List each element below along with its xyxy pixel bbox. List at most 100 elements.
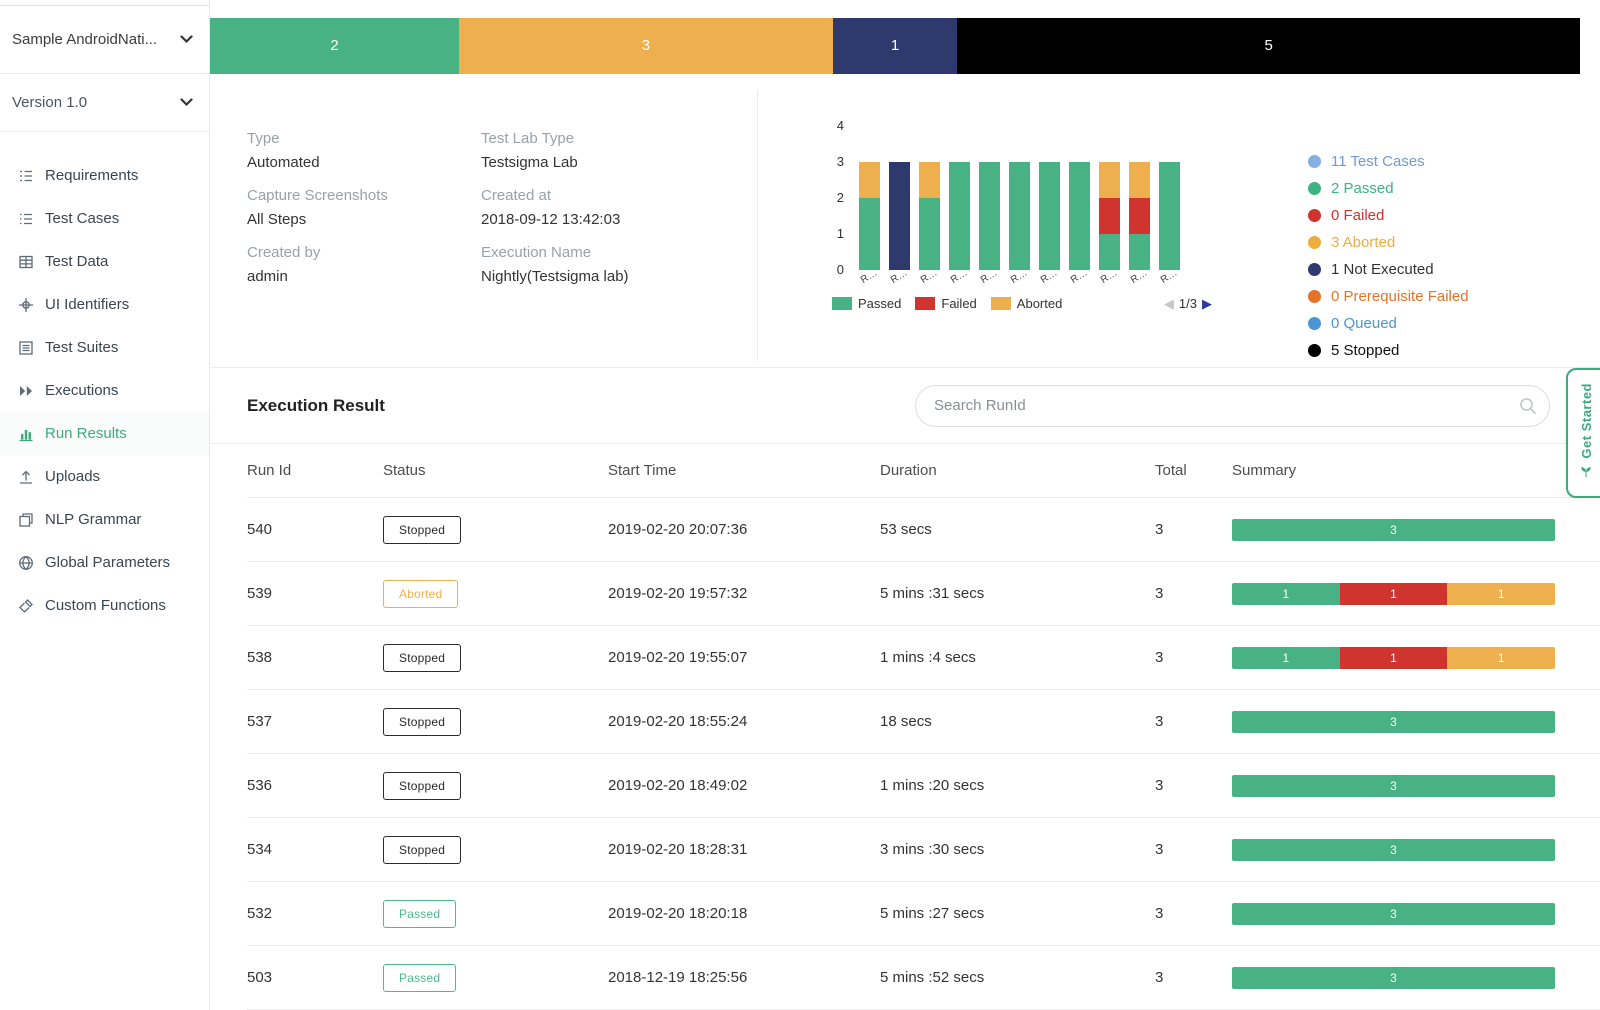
- legend-item-0-failed[interactable]: 0 Failed: [1308, 202, 1469, 229]
- sidebar-item-ui-identifiers[interactable]: UI Identifiers: [0, 283, 209, 326]
- table-row[interactable]: 536 Stopped 2019-02-20 18:49:02 1 mins :20 …: [247, 754, 1600, 818]
- global-parameters-icon: [17, 554, 34, 571]
- status-cell: Stopped: [383, 515, 608, 544]
- pager-next-button[interactable]: ▶: [1202, 295, 1212, 311]
- detail-label: Created at: [481, 186, 552, 204]
- search-box: [915, 384, 1550, 427]
- legend-dot: [1308, 316, 1321, 330]
- search-input[interactable]: [915, 384, 1550, 427]
- project-selector[interactable]: Sample AndroidNati...: [0, 6, 209, 74]
- summary-segment-passed[interactable]: 2: [210, 18, 460, 74]
- legend-item-3-aborted[interactable]: 3 Aborted: [1308, 229, 1469, 256]
- duration-cell: 5 mins :31 secs: [880, 585, 985, 602]
- summary-segment-label: 1: [1282, 650, 1290, 665]
- summary-result-bar: 3: [1232, 518, 1555, 541]
- start-time-cell: 2019-02-20 18:49:02: [608, 777, 748, 794]
- chart-legend-label: Aborted: [1016, 296, 1063, 312]
- total-cell: 3: [1155, 841, 1164, 858]
- table-header-row: Run Id Status Start Time Duration Total Summa…: [247, 444, 1600, 498]
- chart-bar[interactable]: [948, 161, 970, 270]
- y-tick: 1: [836, 225, 844, 241]
- summary-segment-label: 3: [1390, 714, 1397, 729]
- chart-bar[interactable]: [1158, 161, 1180, 270]
- table-row[interactable]: 534 Stopped 2019-02-20 18:28:31 3 mins :30 …: [247, 818, 1600, 882]
- sidebar-item-label: Test Data: [45, 253, 109, 270]
- table-row[interactable]: 503 Passed 2018-12-19 18:25:56 5 mins :52 s…: [247, 946, 1600, 1010]
- bar-segment-passed: [1128, 233, 1150, 270]
- legend-item-2-passed[interactable]: 2 Passed: [1308, 175, 1469, 202]
- legend-item-0-prerequisite-failed[interactable]: 0 Prerequisite Failed: [1308, 283, 1469, 310]
- pager-prev-button[interactable]: ◀: [1163, 295, 1174, 311]
- table-row[interactable]: 532 Passed 2019-02-20 18:20:18 5 mins :27 s…: [247, 882, 1600, 946]
- chart-bar[interactable]: [918, 161, 940, 270]
- table-row[interactable]: 537 Stopped 2019-02-20 18:55:24 18 secs 3 3: [247, 690, 1600, 754]
- sidebar-item-global-parameters[interactable]: Global Parameters: [0, 541, 209, 584]
- detail-label: Execution Name: [481, 243, 592, 261]
- chart-bar[interactable]: [1008, 161, 1030, 270]
- duration-cell: 1 mins :20 secs: [880, 777, 985, 794]
- sidebar-item-uploads[interactable]: Uploads: [0, 455, 209, 498]
- chart-bar[interactable]: [978, 161, 1000, 270]
- table-row[interactable]: 539 Aborted 2019-02-20 19:57:32 5 mins :31 …: [247, 562, 1600, 626]
- test-data-icon: [17, 253, 34, 270]
- legend-item-5-stopped[interactable]: 5 Stopped: [1308, 337, 1469, 364]
- sidebar-item-test-data[interactable]: Test Data: [0, 240, 209, 283]
- sidebar-item-requirements[interactable]: Requirements: [0, 154, 209, 197]
- sidebar-item-executions[interactable]: Executions: [0, 369, 209, 412]
- sidebar-item-nlp-grammar[interactable]: NLP Grammar: [0, 498, 209, 541]
- summary-segment-label: 1: [1390, 586, 1397, 601]
- test-suites-icon: [17, 339, 34, 356]
- chart-bar[interactable]: [1128, 161, 1150, 270]
- column-header-total: Total: [1155, 462, 1187, 479]
- sidebar-item-label: Executions: [45, 382, 119, 399]
- summary-segment-stopped[interactable]: 5: [957, 18, 1581, 74]
- chart-legend-item-aborted: Aborted: [990, 296, 1063, 312]
- summary-result-bar: 3: [1232, 966, 1555, 989]
- start-time-cell: 2019-02-20 18:20:18: [608, 905, 748, 922]
- summary-segment-count: 3: [641, 37, 651, 55]
- chart-bar[interactable]: [1098, 161, 1120, 270]
- summary-cell: 3: [1232, 518, 1555, 541]
- duration-cell: 18 secs: [880, 713, 932, 730]
- chart-bar[interactable]: [1038, 161, 1060, 270]
- get-started-tab[interactable]: Get Started: [1566, 368, 1600, 498]
- legend-dot: [1308, 262, 1321, 276]
- duration-cell: 5 mins :52 secs: [880, 969, 985, 986]
- table-row[interactable]: 540 Stopped 2019-02-20 20:07:36 53 secs 3 3: [247, 498, 1600, 562]
- chart-bar[interactable]: [1068, 161, 1090, 270]
- summary-segment-label: 3: [1390, 842, 1397, 857]
- sidebar-item-test-suites[interactable]: Test Suites: [0, 326, 209, 369]
- legend-item-0-queued[interactable]: 0 Queued: [1308, 310, 1469, 337]
- summary-segment-not-executed[interactable]: 1: [832, 18, 958, 74]
- legend-item-11-test-cases[interactable]: 11 Test Cases: [1308, 148, 1469, 175]
- total-cell: 3: [1155, 713, 1164, 730]
- detail-label: Capture Screenshots: [247, 186, 388, 204]
- legend-item-1-not-executed[interactable]: 1 Not Executed: [1308, 256, 1469, 283]
- table-row[interactable]: 538 Stopped 2019-02-20 19:55:07 1 mins :4 s…: [247, 626, 1600, 690]
- bar-segment-passed: [1098, 233, 1120, 270]
- chart-bar[interactable]: [858, 161, 880, 270]
- ui-identifiers-icon: [17, 296, 34, 313]
- chart-bar-slot: [914, 161, 944, 270]
- summary-segment-count: 1: [890, 37, 900, 55]
- detail-label: Type: [247, 129, 280, 147]
- version-selector[interactable]: Version 1.0: [0, 74, 209, 132]
- sidebar-item-test-cases[interactable]: Test Cases: [0, 197, 209, 240]
- detail-label: Test Lab Type: [481, 129, 575, 147]
- sidebar-item-label: UI Identifiers: [45, 296, 130, 313]
- sidebar-item-label: Test Suites: [45, 339, 119, 356]
- detail-value: admin: [247, 267, 288, 285]
- sidebar-item-label: Global Parameters: [45, 554, 171, 571]
- bar-segment-passed: [1038, 161, 1060, 270]
- y-tick: 2: [836, 189, 844, 205]
- column-header-summary: Summary: [1232, 462, 1297, 479]
- summary-result-bar: 3: [1232, 838, 1555, 861]
- summary-segment-aborted[interactable]: 3: [459, 18, 833, 74]
- chart-bar[interactable]: [888, 161, 910, 270]
- sidebar-item-custom-functions[interactable]: Custom Functions: [0, 584, 209, 627]
- status-cell: Passed: [383, 963, 608, 992]
- detail-created-at: Created at 2018-09-12 13:42:03: [481, 187, 757, 228]
- summary-failed-segment: 1: [1339, 582, 1448, 605]
- summary-passed-segment: 3: [1232, 710, 1555, 733]
- sidebar-item-run-results[interactable]: Run Results: [0, 412, 209, 455]
